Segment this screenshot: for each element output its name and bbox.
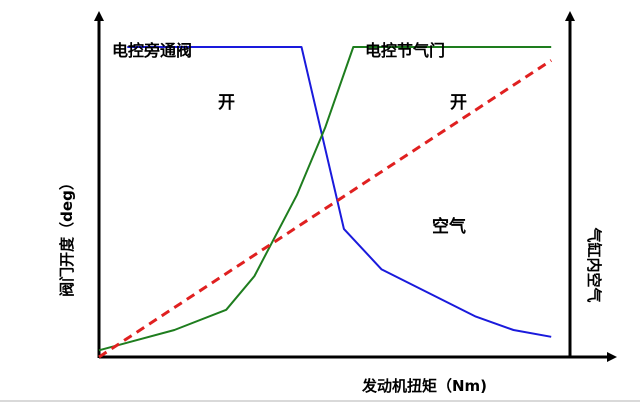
throttle-label: 电控节气门: [365, 41, 445, 60]
bypass-open-label: 开: [218, 93, 235, 113]
y-axis-right-label: 气缸内空气: [585, 226, 603, 302]
bottom-divider: [0, 400, 640, 402]
bypass-valve-label: 电控旁通阀: [112, 41, 192, 60]
throttle-line: [98, 46, 552, 352]
x-axis-label: 发动机扭矩（Nm): [361, 377, 487, 395]
throttle-open-label: 开: [450, 93, 467, 113]
air-label: 空气: [432, 216, 466, 237]
bypass-valve-line: [127, 46, 552, 338]
chart: 电控旁通阀 电控节气门 开 开 空气 阀门开度（deg） 气缸内空气 发动机扭矩…: [58, 11, 617, 395]
y-axis-left-label: 阀门开度（deg）: [58, 175, 76, 297]
series-layer: [98, 46, 553, 359]
cylinder-air-line: [98, 59, 553, 359]
